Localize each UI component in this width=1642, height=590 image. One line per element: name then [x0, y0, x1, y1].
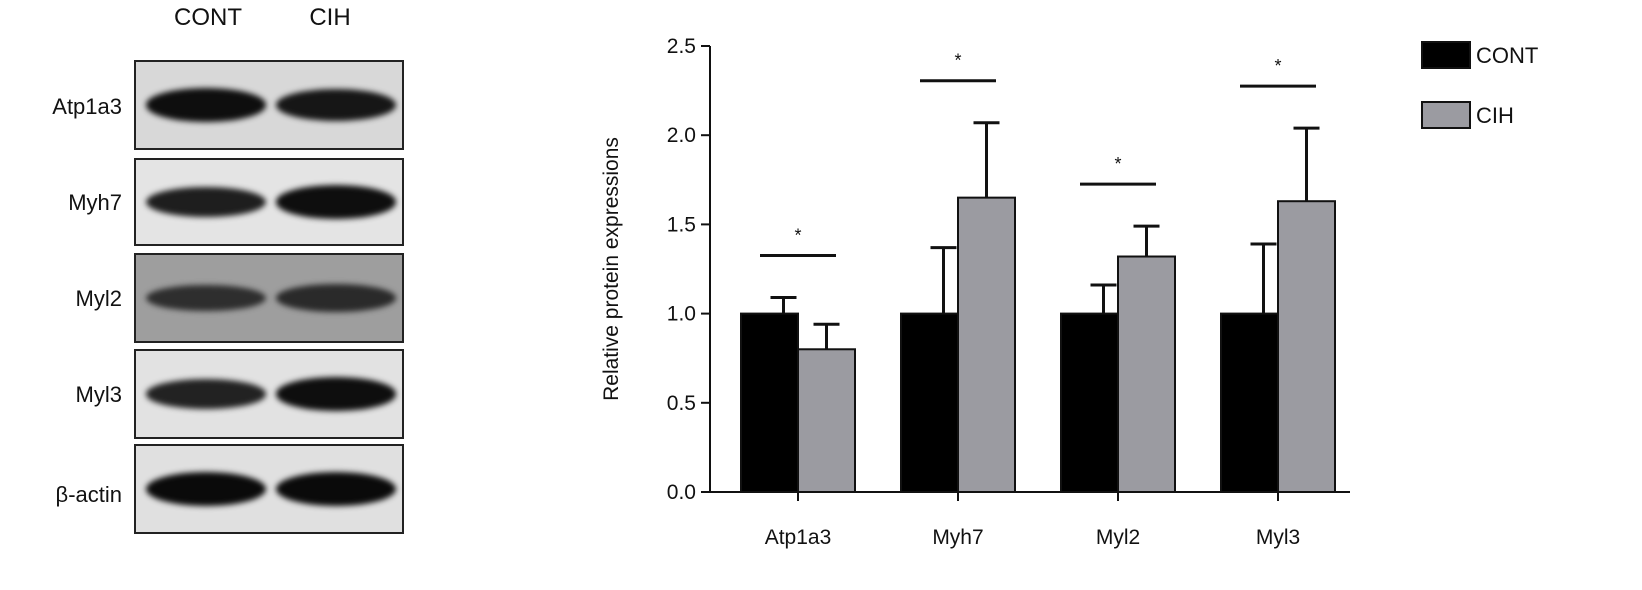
y-tick-label: 1.0: [667, 303, 696, 326]
blot-strip-beta-actin: [134, 444, 404, 534]
blot-row-label: Myl3: [75, 382, 122, 407]
blot-band: [276, 284, 396, 312]
y-tick-label: 1.5: [667, 213, 696, 236]
lane-label-cont: CONT: [174, 4, 242, 31]
lane-label-cih: CIH: [309, 4, 351, 31]
legend-label-cont: CONT: [1476, 43, 1538, 68]
y-tick-label: 2.5: [667, 35, 696, 58]
blot-row-label: Myl2: [75, 286, 122, 311]
significance-star: *: [1114, 154, 1121, 174]
significance-star: *: [794, 226, 801, 246]
blot-strip-myl3: [134, 349, 404, 439]
blot-row-label: Myh7: [68, 190, 122, 215]
bar-cih: [1277, 200, 1336, 493]
bar-cih: [797, 348, 856, 493]
y-tick-label: 2.0: [667, 124, 696, 147]
legend-label-cih: CIH: [1476, 103, 1514, 128]
x-tick-label: Myl2: [1096, 526, 1140, 549]
blot-band: [146, 187, 266, 217]
legend-swatch-cih: [1421, 101, 1471, 129]
significance-star: *: [1274, 56, 1281, 76]
blot-band: [146, 472, 266, 506]
western-blot-panel: CONT CIH Atp1a3 Myh7 Myl2 Myl3 β-actin: [0, 0, 430, 590]
blot-band: [146, 88, 266, 122]
blot-band: [146, 284, 266, 312]
y-tick-label: 0.5: [667, 392, 696, 415]
x-tick-label: Myl3: [1256, 526, 1300, 549]
bar-cih: [1117, 255, 1176, 493]
blot-row-label: Atp1a3: [52, 94, 122, 119]
blot-band: [276, 185, 396, 219]
y-tick-label: 0.0: [667, 481, 696, 504]
chart-bars: [740, 196, 1336, 493]
blot-row-label: β-actin: [55, 482, 122, 507]
chart-error-bars: [770, 121, 1320, 350]
significance-star: *: [954, 51, 961, 71]
x-tick-label: Myh7: [932, 526, 983, 549]
legend-swatch-cont: [1421, 41, 1471, 69]
blot-band: [276, 377, 396, 411]
bar-cont: [1220, 312, 1279, 493]
y-axis-label: Relative protein expressions: [600, 137, 623, 401]
blot-band: [276, 472, 396, 506]
bar-cont: [1060, 312, 1119, 493]
blot-strip-atp1a3: [134, 60, 404, 150]
chart-legend: CONT CIH: [1421, 41, 1538, 129]
x-tick-label: Atp1a3: [765, 526, 832, 549]
blot-band: [146, 379, 266, 409]
blot-band: [276, 89, 396, 121]
bar-cont: [740, 312, 799, 493]
blot-strip-myh7: [134, 158, 404, 246]
bar-cih: [957, 196, 1016, 493]
bar-cont: [900, 312, 959, 493]
chart-significance-marks: * * * *: [760, 51, 1316, 258]
blot-strip-myl2: [134, 253, 404, 343]
